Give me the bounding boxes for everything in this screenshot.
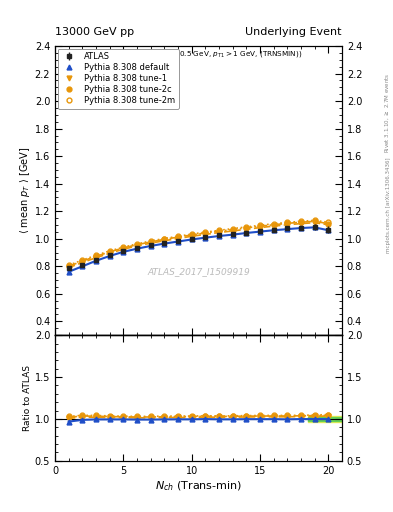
Pythia 8.308 tune-2m: [148, 238, 153, 244]
Line: Pythia 8.308 default: Pythia 8.308 default: [66, 225, 331, 274]
Pythia 8.308 tune-2c: [107, 249, 112, 255]
Pythia 8.308 tune-2c: [217, 228, 221, 234]
Pythia 8.308 tune-2m: [217, 227, 221, 233]
Pythia 8.308 default: [230, 231, 235, 238]
Pythia 8.308 tune-2c: [94, 253, 98, 260]
Pythia 8.308 default: [107, 253, 112, 259]
Pythia 8.308 default: [135, 246, 140, 252]
Pythia 8.308 tune-2c: [271, 222, 276, 228]
X-axis label: $N_{ch}$ (Trans-min): $N_{ch}$ (Trans-min): [155, 480, 242, 494]
Pythia 8.308 default: [162, 241, 167, 247]
Pythia 8.308 tune-2c: [189, 232, 194, 238]
Pythia 8.308 tune-2c: [312, 218, 317, 224]
Pythia 8.308 tune-2c: [148, 239, 153, 245]
Pythia 8.308 default: [271, 227, 276, 233]
Pythia 8.308 tune-2c: [257, 223, 262, 229]
Pythia 8.308 tune-2m: [285, 219, 290, 225]
Text: mcplots.cern.ch [arXiv:1306.3436]: mcplots.cern.ch [arXiv:1306.3436]: [386, 157, 391, 252]
Pythia 8.308 default: [121, 249, 126, 255]
Pythia 8.308 tune-2m: [94, 252, 98, 259]
Pythia 8.308 tune-2m: [312, 217, 317, 223]
Line: Pythia 8.308 tune-2m: Pythia 8.308 tune-2m: [66, 218, 331, 268]
Pythia 8.308 tune-2m: [326, 219, 331, 225]
Pythia 8.308 tune-1: [162, 238, 167, 244]
Text: Average $p_T$ vs $N_{ch}$ ($|\eta| < 2.5$, $p_T > 0.5$ GeV, $p_{T1} > 1$ GeV, (T: Average $p_T$ vs $N_{ch}$ ($|\eta| < 2.5…: [58, 49, 302, 60]
Pythia 8.308 tune-1: [285, 222, 290, 228]
Pythia 8.308 tune-1: [257, 225, 262, 231]
Pythia 8.308 tune-2c: [162, 236, 167, 242]
Text: ATLAS_2017_I1509919: ATLAS_2017_I1509919: [147, 267, 250, 276]
Pythia 8.308 tune-2c: [66, 263, 71, 269]
Pythia 8.308 tune-1: [312, 220, 317, 226]
Pythia 8.308 tune-2m: [244, 224, 249, 230]
Text: 13000 GeV pp: 13000 GeV pp: [55, 27, 134, 37]
Pythia 8.308 tune-2c: [285, 220, 290, 226]
Line: Pythia 8.308 tune-2c: Pythia 8.308 tune-2c: [66, 219, 331, 269]
Pythia 8.308 tune-2c: [230, 226, 235, 232]
Pythia 8.308 default: [148, 243, 153, 249]
Pythia 8.308 tune-1: [203, 231, 208, 238]
Pythia 8.308 default: [66, 269, 71, 275]
Y-axis label: $\langle$ mean $p_T$ $\rangle$ [GeV]: $\langle$ mean $p_T$ $\rangle$ [GeV]: [18, 147, 32, 234]
Pythia 8.308 tune-2m: [230, 225, 235, 231]
Pythia 8.308 tune-2m: [162, 236, 167, 242]
Legend: ATLAS, Pythia 8.308 default, Pythia 8.308 tune-1, Pythia 8.308 tune-2c, Pythia 8: ATLAS, Pythia 8.308 default, Pythia 8.30…: [57, 49, 179, 109]
Pythia 8.308 tune-2c: [176, 234, 180, 240]
Pythia 8.308 tune-1: [121, 246, 126, 252]
Pythia 8.308 default: [244, 230, 249, 236]
Pythia 8.308 tune-1: [148, 240, 153, 246]
Pythia 8.308 default: [217, 233, 221, 239]
Pythia 8.308 tune-2c: [135, 242, 140, 248]
Pythia 8.308 tune-2m: [203, 229, 208, 235]
Text: Underlying Event: Underlying Event: [245, 27, 342, 37]
Pythia 8.308 tune-2m: [299, 218, 303, 224]
Pythia 8.308 default: [203, 234, 208, 241]
Pythia 8.308 default: [326, 227, 331, 233]
Pythia 8.308 tune-1: [176, 236, 180, 242]
Pythia 8.308 tune-1: [189, 233, 194, 240]
Pythia 8.308 tune-2m: [66, 262, 71, 268]
Pythia 8.308 tune-1: [244, 226, 249, 232]
Text: Rivet 3.1.10, $\geq$ 2.7M events: Rivet 3.1.10, $\geq$ 2.7M events: [384, 72, 391, 153]
Pythia 8.308 tune-2m: [135, 241, 140, 247]
Pythia 8.308 default: [299, 225, 303, 231]
Pythia 8.308 tune-1: [326, 222, 331, 228]
Pythia 8.308 tune-1: [107, 250, 112, 257]
Pythia 8.308 tune-2m: [107, 248, 112, 254]
Pythia 8.308 tune-2m: [121, 244, 126, 250]
Pythia 8.308 tune-2m: [80, 257, 85, 263]
Pythia 8.308 tune-2c: [326, 221, 331, 227]
Pythia 8.308 tune-1: [80, 260, 85, 266]
Pythia 8.308 default: [257, 228, 262, 234]
Y-axis label: Ratio to ATLAS: Ratio to ATLAS: [23, 365, 32, 431]
Pythia 8.308 default: [285, 226, 290, 232]
Pythia 8.308 tune-1: [217, 229, 221, 236]
Pythia 8.308 tune-2m: [271, 221, 276, 227]
Pythia 8.308 default: [189, 237, 194, 243]
Pythia 8.308 tune-2c: [80, 258, 85, 264]
Pythia 8.308 default: [176, 239, 180, 245]
Pythia 8.308 tune-1: [66, 265, 71, 271]
Pythia 8.308 tune-1: [299, 221, 303, 227]
Pythia 8.308 tune-2m: [189, 231, 194, 237]
Pythia 8.308 tune-2m: [257, 222, 262, 228]
Pythia 8.308 tune-1: [271, 223, 276, 229]
Pythia 8.308 tune-2c: [244, 225, 249, 231]
Pythia 8.308 default: [94, 258, 98, 264]
Pythia 8.308 default: [80, 263, 85, 269]
Pythia 8.308 tune-1: [230, 228, 235, 234]
Pythia 8.308 default: [312, 224, 317, 230]
Pythia 8.308 tune-1: [135, 243, 140, 249]
Pythia 8.308 tune-2c: [121, 245, 126, 251]
Pythia 8.308 tune-2c: [299, 219, 303, 225]
Line: Pythia 8.308 tune-1: Pythia 8.308 tune-1: [66, 220, 331, 270]
Pythia 8.308 tune-2m: [176, 233, 180, 240]
Pythia 8.308 tune-1: [94, 254, 98, 261]
Pythia 8.308 tune-2c: [203, 230, 208, 236]
